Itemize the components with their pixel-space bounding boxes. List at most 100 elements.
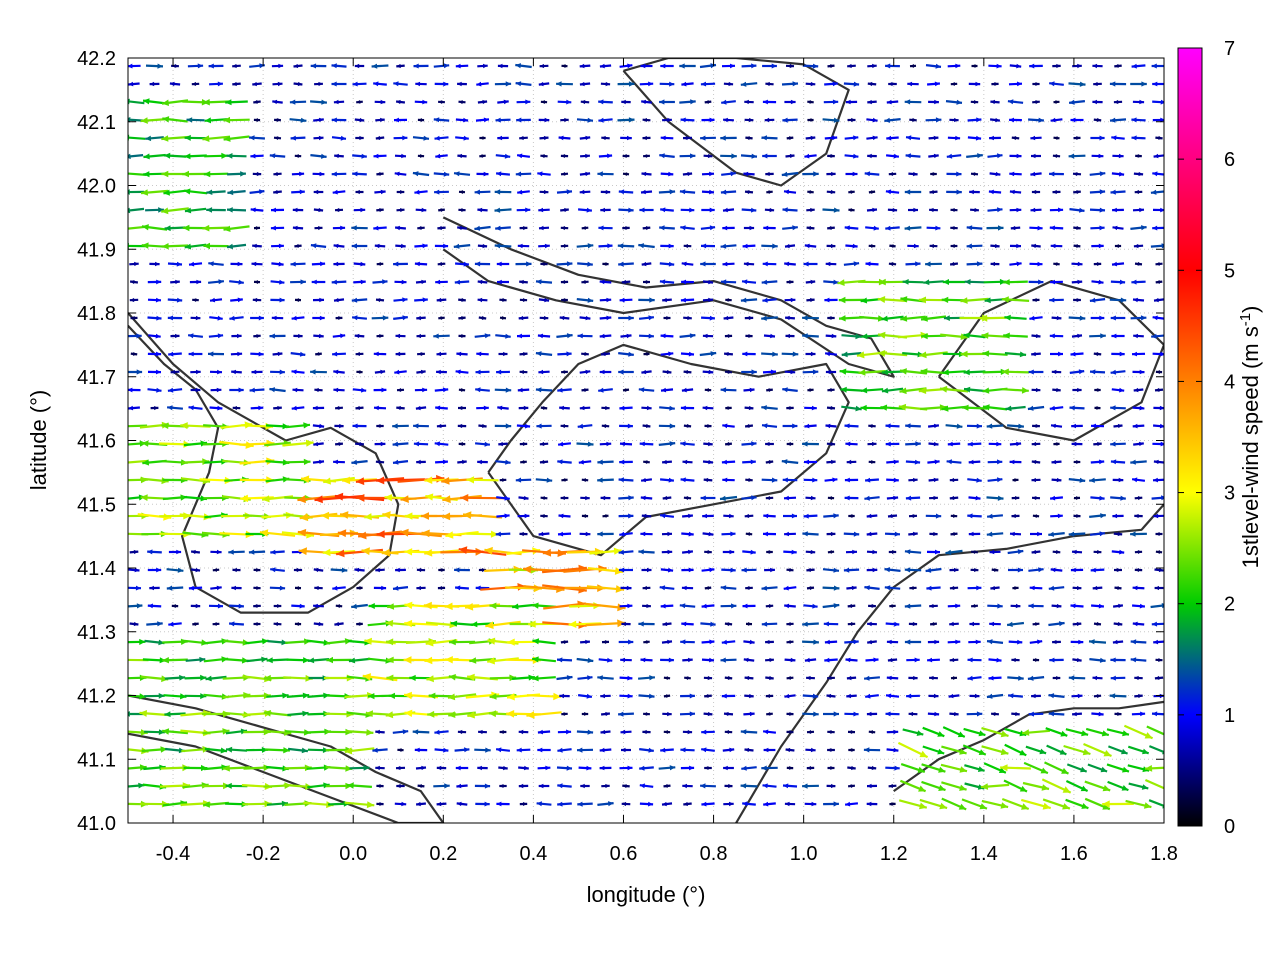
- wind-arrow-head: [1052, 154, 1058, 158]
- wind-arrow-head: [1035, 423, 1040, 428]
- wind-arrow-head: [707, 424, 712, 428]
- wind-arrow-head: [955, 639, 961, 645]
- wind-arrow-head: [702, 513, 707, 519]
- wind-arrow-head: [319, 459, 324, 465]
- wind-arrow-head: [240, 171, 246, 177]
- wind-arrow-head: [785, 315, 790, 321]
- wind-arrow-head: [366, 729, 374, 736]
- wind-arrow-head: [804, 657, 810, 663]
- wind-arrow-head: [322, 548, 331, 557]
- wind-arrow-head: [279, 369, 285, 375]
- wind-arrow-head: [994, 82, 999, 86]
- wind-arrow-head: [751, 495, 757, 501]
- wind-arrow-head: [477, 459, 482, 465]
- wind-arrow-head: [721, 693, 727, 699]
- contour-line-north-east-massif: [622, 58, 850, 187]
- wind-arrow-head: [937, 748, 945, 755]
- wind-arrow-head: [376, 476, 385, 485]
- y-tick-label: 41.4: [77, 558, 116, 580]
- wind-arrow-head: [904, 549, 911, 555]
- wind-arrow-head: [988, 189, 994, 195]
- wind-arrow-head: [1094, 388, 1099, 392]
- wind-arrow-head: [1111, 135, 1117, 141]
- wind-arrow-head: [1140, 315, 1147, 321]
- wind-arrow-head: [1119, 549, 1125, 555]
- wind-arrow-head: [789, 712, 794, 716]
- wind-arrow-head: [442, 495, 451, 504]
- wind-arrow-head: [1008, 693, 1014, 699]
- wind-arrow-head: [668, 243, 674, 249]
- wind-arrow-head: [810, 207, 815, 213]
- wind-arrow-head: [885, 189, 892, 195]
- wind-arrow-head: [830, 441, 836, 447]
- wind-arrow-head: [380, 369, 386, 375]
- wind-arrow-head: [523, 495, 529, 501]
- wind-arrow-head: [824, 297, 830, 303]
- wind-arrow-head: [1152, 171, 1158, 177]
- wind-arrow-head: [1058, 351, 1063, 357]
- wind-arrow-head: [1007, 621, 1013, 627]
- wind-arrow-head: [269, 333, 275, 339]
- wind-arrow-head: [749, 693, 754, 699]
- wind-arrow-head: [979, 803, 987, 810]
- wind-arrow-head: [662, 495, 668, 501]
- wind-arrow-head: [490, 530, 499, 538]
- wind-arrow-head: [1048, 531, 1054, 537]
- wind-arrow-head: [827, 675, 832, 680]
- wind-arrow-head: [899, 387, 907, 395]
- wind-arrow-head: [959, 748, 967, 755]
- wind-arrow-head: [560, 226, 566, 231]
- wind-arrow-head: [971, 604, 976, 608]
- wind-arrow-head: [440, 316, 445, 320]
- wind-arrow-head: [532, 638, 540, 645]
- wind-arrow-head: [516, 117, 522, 123]
- wind-arrow-head: [1152, 225, 1158, 231]
- wind-arrow-head: [523, 802, 528, 806]
- wind-arrow-head: [1145, 765, 1153, 772]
- wind-arrow-head: [833, 801, 839, 807]
- wind-arrow-head: [400, 243, 406, 249]
- wind-arrow-head: [1035, 387, 1041, 393]
- wind-arrow-head: [1093, 81, 1098, 87]
- wind-arrow-head: [445, 531, 454, 539]
- wind-arrow-head: [162, 728, 170, 735]
- wind-arrow-head: [457, 153, 462, 159]
- wind-arrow-head: [727, 370, 732, 374]
- wind-arrow-head: [789, 136, 794, 141]
- wind-arrow-head: [365, 710, 373, 717]
- wind-arrow-head: [1049, 405, 1055, 411]
- wind-arrow-head: [645, 712, 650, 716]
- wind-arrow-head: [363, 765, 370, 771]
- wind-arrow-head: [356, 370, 361, 374]
- wind-arrow-head: [450, 620, 458, 627]
- wind-arrow-head: [237, 297, 243, 303]
- wind-arrow-head: [1060, 730, 1068, 737]
- wind-arrow-head: [200, 693, 207, 700]
- wind-arrow-head: [298, 333, 303, 339]
- wind-arrow-head: [790, 369, 796, 375]
- wind-arrow-head: [341, 567, 348, 573]
- wind-arrow-head: [709, 225, 716, 231]
- wind-arrow-head: [1131, 279, 1137, 285]
- wind-arrow-head: [598, 387, 604, 393]
- wind-arrow-head: [542, 548, 552, 557]
- wind-arrow-head: [893, 495, 899, 501]
- wind-arrow-head: [628, 207, 634, 213]
- wind-arrow-head: [769, 657, 774, 663]
- wind-arrow-head: [955, 135, 961, 141]
- wind-arrow-head: [946, 153, 953, 159]
- wind-arrow-head: [974, 567, 979, 572]
- wind-arrow-head: [782, 387, 788, 393]
- wind-arrow-head: [893, 153, 899, 159]
- wind-arrow-head: [135, 585, 141, 591]
- wind-arrow-head: [1150, 189, 1157, 195]
- wind-arrow-head: [1110, 369, 1117, 375]
- wind-arrow-head: [663, 676, 669, 680]
- wind-arrow-head: [1101, 730, 1109, 737]
- wind-arrow-head: [261, 656, 268, 663]
- wind-arrow-head: [318, 333, 324, 339]
- wind-arrow-head: [1130, 531, 1136, 537]
- wind-arrow-head: [1076, 621, 1082, 627]
- wind-arrow-head: [781, 459, 788, 465]
- wind-arrow-head: [475, 369, 481, 375]
